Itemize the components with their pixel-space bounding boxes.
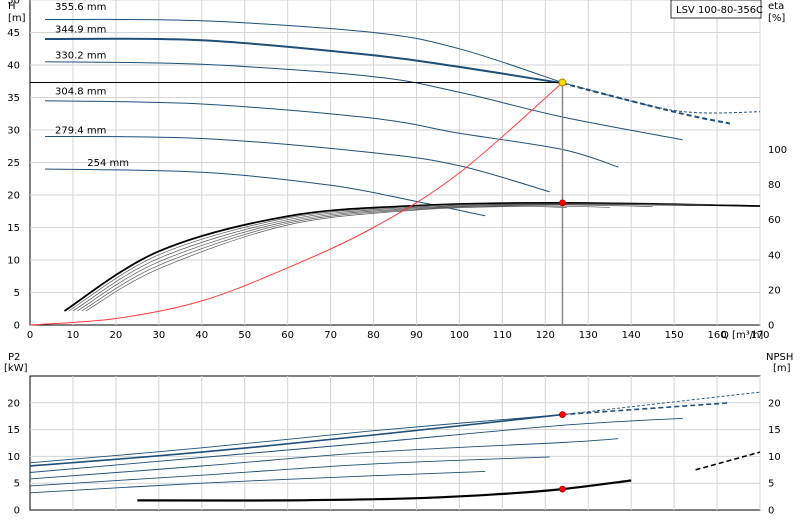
power-curve (29, 470, 486, 494)
y-left-axis-unit: [m] (8, 13, 26, 24)
npsh-curve-extension (695, 451, 761, 471)
power-curve (29, 438, 619, 480)
p2-tick-label: 5 (14, 479, 20, 490)
x-tick-label: 0 (27, 330, 33, 341)
head-curve-label: 344.9 mm (55, 25, 106, 36)
head-curve (44, 136, 550, 193)
head-curve-label: 279.4 mm (55, 125, 106, 136)
y-right-tick-label: 60 (768, 215, 781, 226)
bottom-panel-curves (29, 391, 761, 502)
y-left-tick-label: 30 (7, 126, 20, 137)
power-curve (29, 417, 683, 473)
head-curve (44, 18, 563, 84)
chart-title: LSV 100-80-356C (676, 5, 763, 16)
x-tick-label: 30 (152, 330, 165, 341)
efficiency-curve (85, 206, 567, 312)
top-panel-grid (30, 0, 761, 325)
power-curve (29, 413, 563, 467)
npsh-tick-label: 15 (768, 425, 781, 436)
x-tick-label: 50 (238, 330, 251, 341)
power-curve (29, 414, 563, 464)
y-right-axis-unit: [%] (768, 13, 785, 24)
bottom-panel-axes: 0 5 10 15 20 0 5 10 15 20 P2[kW] NPSH[m] (4, 352, 793, 517)
system-curve (29, 82, 563, 326)
npsh-tick-label: 5 (768, 479, 774, 490)
y-left-axis-label: H (8, 1, 16, 12)
efficiency-curve (72, 203, 696, 312)
bottom-panel-frame (29, 375, 761, 511)
y-left-tick-label: 40 (7, 61, 20, 72)
x-tick-label: 140 (622, 330, 641, 341)
p2-tick-label: 10 (7, 452, 20, 463)
x-tick-label: 40 (195, 330, 208, 341)
y-left-tick-label: 35 (7, 93, 20, 104)
head-curve-label: 330.2 mm (55, 51, 106, 62)
npsh-axis-label: NPSH (766, 352, 793, 363)
x-axis-label: Q [m³/h] (721, 330, 763, 341)
y-left-tick-label: 5 (14, 288, 20, 299)
y-right-tick-label: 40 (768, 250, 781, 261)
duty-point-npsh-marker (559, 485, 566, 493)
bottom-panel-grid (30, 376, 761, 510)
head-curve (44, 61, 683, 141)
top-panel-curves: 355.6 mm 344.9 mm 330.2 mm 304.8 mm 279.4 mm… (29, 2, 761, 326)
efficiency-curve (68, 203, 739, 312)
efficiency-curve (63, 201, 761, 312)
y-left-tick-label: 10 (7, 256, 20, 267)
x-tick-label: 150 (665, 330, 684, 341)
y-left-tick-label: 0 (14, 321, 20, 332)
head-curve-label: 304.8 mm (55, 86, 106, 97)
x-tick-label: 110 (493, 330, 512, 341)
x-tick-label: 170 (750, 330, 769, 341)
duty-point-efficiency-marker (559, 199, 566, 207)
p2-axis-label: P2 (8, 352, 20, 363)
head-curve (44, 37, 563, 85)
y-left-tick-label: 45 (7, 28, 20, 39)
x-tick-label: 60 (281, 330, 294, 341)
y-left-tick-label: 25 (7, 158, 20, 169)
duty-point-head-marker (558, 78, 567, 87)
x-tick-label: 130 (579, 330, 598, 341)
head-curve-label: 355.6 mm (55, 2, 106, 13)
y-right-tick-label: 0 (768, 321, 774, 332)
p2-tick-label: 20 (7, 398, 20, 409)
x-tick-label: 120 (536, 330, 555, 341)
p2-tick-label: 15 (7, 425, 20, 436)
y-right-tick-label: 20 (768, 285, 781, 296)
efficiency-curve (77, 204, 653, 312)
npsh-tick-label: 20 (768, 398, 781, 409)
power-curve-extension (562, 391, 761, 416)
npsh-axis-unit: [m] (773, 363, 791, 374)
x-tick-label: 10 (67, 330, 80, 341)
efficiency-curve (81, 205, 610, 312)
y-right-tick-label: 100 (768, 145, 787, 156)
power-curve-extension (562, 402, 730, 416)
y-right-axis-label: eta (768, 1, 784, 12)
x-tick-label: 20 (110, 330, 123, 341)
y-left-tick-label: 20 (7, 191, 20, 202)
x-tick-label: 100 (450, 330, 469, 341)
head-curve (44, 100, 619, 168)
p2-tick-label: 0 (14, 506, 20, 517)
x-tick-label: 90 (410, 330, 423, 341)
npsh-tick-label: 10 (768, 452, 781, 463)
head-curve-extension (562, 82, 731, 125)
title-box (670, 0, 762, 19)
p2-axis-unit: [kW] (4, 363, 28, 374)
duty-point-power-marker (559, 411, 566, 418)
x-tick-label: 80 (367, 330, 380, 341)
y-left-tick-label: 50 (7, 0, 20, 7)
head-curve-label: 254 mm (87, 158, 129, 169)
y-right-tick-label: 80 (768, 180, 781, 191)
head-curve (44, 168, 486, 217)
power-curve (29, 456, 550, 487)
y-left-tick-label: 15 (7, 223, 20, 234)
x-tick-label: 70 (324, 330, 337, 341)
npsh-tick-label: 0 (768, 506, 774, 517)
x-tick-label: 160 (708, 330, 727, 341)
